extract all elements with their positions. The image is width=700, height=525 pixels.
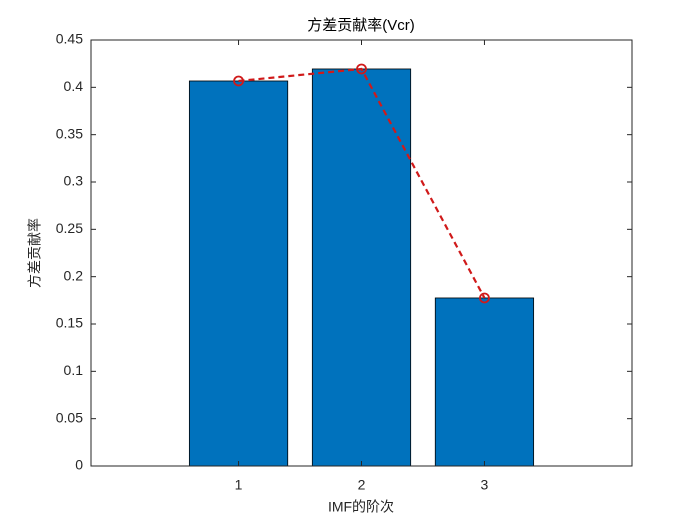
y-axis-label: 方差贡献率: [27, 218, 43, 288]
bar: [188, 80, 289, 467]
bar: [311, 68, 412, 467]
x-tick-label: 3: [481, 477, 489, 493]
y-tick-label: 0.2: [64, 267, 84, 283]
bar: [434, 297, 535, 467]
x-tick-label: 2: [358, 477, 366, 493]
y-tick-label: 0.05: [56, 409, 83, 425]
x-tick-label: 1: [235, 477, 243, 493]
x-axis-label: IMF的阶次: [328, 499, 394, 515]
y-tick-label: 0.25: [56, 220, 83, 236]
y-tick-label: 0.35: [56, 125, 83, 141]
line-marker: [356, 63, 367, 75]
line-marker: [233, 75, 244, 87]
y-tick-label: 0: [75, 457, 83, 473]
y-tick-label: 0.4: [64, 78, 84, 94]
y-tick-label: 0.15: [56, 315, 83, 331]
line-marker: [479, 292, 490, 304]
line: [238, 67, 486, 299]
y-tick-label: 0.3: [64, 173, 84, 189]
y-tick-label: 0.45: [56, 31, 83, 47]
chart-title: 方差贡献率(Vcr): [307, 17, 415, 34]
y-tick-label: 0.1: [64, 362, 84, 378]
